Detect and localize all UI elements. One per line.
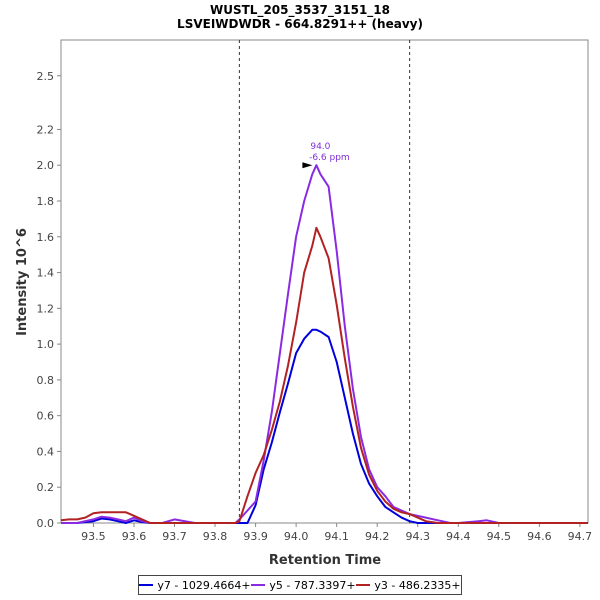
x-axis-label: Retention Time: [269, 553, 381, 568]
legend-label: y7 - 1029.4664+: [157, 578, 251, 592]
legend-item: y3 - 486.2335+: [356, 578, 461, 592]
x-tick-label: 94.4: [446, 530, 471, 543]
x-tick-label: 94.1: [324, 530, 349, 543]
y-tick-label: 1.6: [37, 231, 55, 244]
x-tick-label: 94.0: [284, 530, 309, 543]
x-tick-label: 93.5: [81, 530, 106, 543]
x-tick-label: 93.6: [122, 530, 147, 543]
series-line: [61, 328, 588, 524]
plot-area: 93.5 93.6 93.7 93.8 93.9 94.0 94.1 94.2 94.3 94.4…: [37, 39, 593, 543]
y-tick-label: 0.8: [37, 374, 55, 387]
y-tick-label: 2.5: [37, 70, 55, 83]
legend-item: y7 - 1029.4664+: [139, 578, 251, 592]
y-tick-label: 2.2: [37, 123, 55, 136]
apex-marker-icon: [302, 162, 313, 169]
y-tick-label: 0.6: [37, 410, 55, 423]
y-tick-label: 1.8: [37, 195, 55, 208]
legend-item: y5 - 787.3397+: [251, 578, 356, 592]
chart-legend: y7 - 1029.4664+ y5 - 787.3397+ y3 - 486.23…: [138, 575, 462, 595]
y-tick-label: 1.2: [37, 302, 55, 315]
x-tick-label: 94.7: [568, 530, 593, 543]
series-line: [61, 164, 588, 524]
apex-retention-label: 94.0: [310, 142, 330, 152]
chart-title: WUSTL_205_3537_3151_18: [210, 3, 390, 18]
y-tick-label: 1.0: [37, 338, 55, 351]
legend-swatch: [356, 584, 371, 586]
x-tick-label: 94.3: [405, 530, 430, 543]
x-tick-label: 93.7: [162, 530, 187, 543]
y-tick-label: 1.4: [37, 267, 55, 280]
x-tick-label: 93.8: [203, 530, 228, 543]
y-tick-label: 0.0: [37, 517, 55, 530]
legend-swatch: [139, 584, 154, 586]
x-tick-label: 94.2: [365, 530, 390, 543]
apex-ppm-label: -6.6 ppm: [309, 153, 350, 163]
plot-frame: [60, 39, 589, 524]
x-tick-label: 93.9: [243, 530, 268, 543]
series-line: [60, 226, 588, 524]
y-tick-label: 2.0: [37, 159, 55, 172]
chart-subtitle: LSVEIWDWDR - 664.8291++ (heavy): [177, 17, 423, 31]
legend-label: y3 - 486.2335+: [374, 578, 461, 592]
y-tick-label: 0.2: [37, 481, 55, 494]
legend-label: y5 - 787.3397+: [269, 578, 356, 592]
y-tick-label: 0.4: [37, 445, 55, 458]
legend-swatch: [251, 584, 266, 586]
y-axis-label: Intensity 10^6: [15, 228, 30, 336]
x-tick-label: 94.6: [527, 530, 552, 543]
x-tick-label: 94.5: [487, 530, 512, 543]
